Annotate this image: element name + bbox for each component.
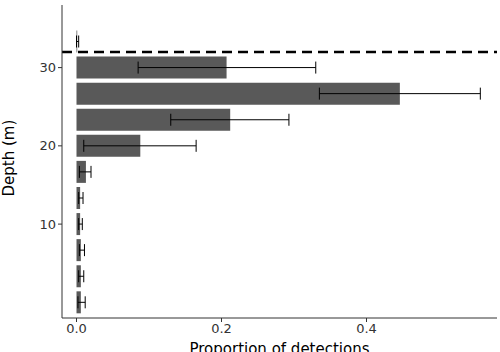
svg-text:30: 30 bbox=[39, 60, 56, 75]
svg-text:Depth (m): Depth (m) bbox=[8, 120, 18, 197]
svg-text:0.4: 0.4 bbox=[356, 321, 377, 336]
svg-text:0.2: 0.2 bbox=[211, 321, 232, 336]
svg-text:10: 10 bbox=[39, 217, 56, 232]
svg-text:20: 20 bbox=[39, 138, 56, 153]
svg-text:0.0: 0.0 bbox=[66, 321, 87, 336]
svg-text:Proportion of detections: Proportion of detections bbox=[189, 340, 369, 352]
